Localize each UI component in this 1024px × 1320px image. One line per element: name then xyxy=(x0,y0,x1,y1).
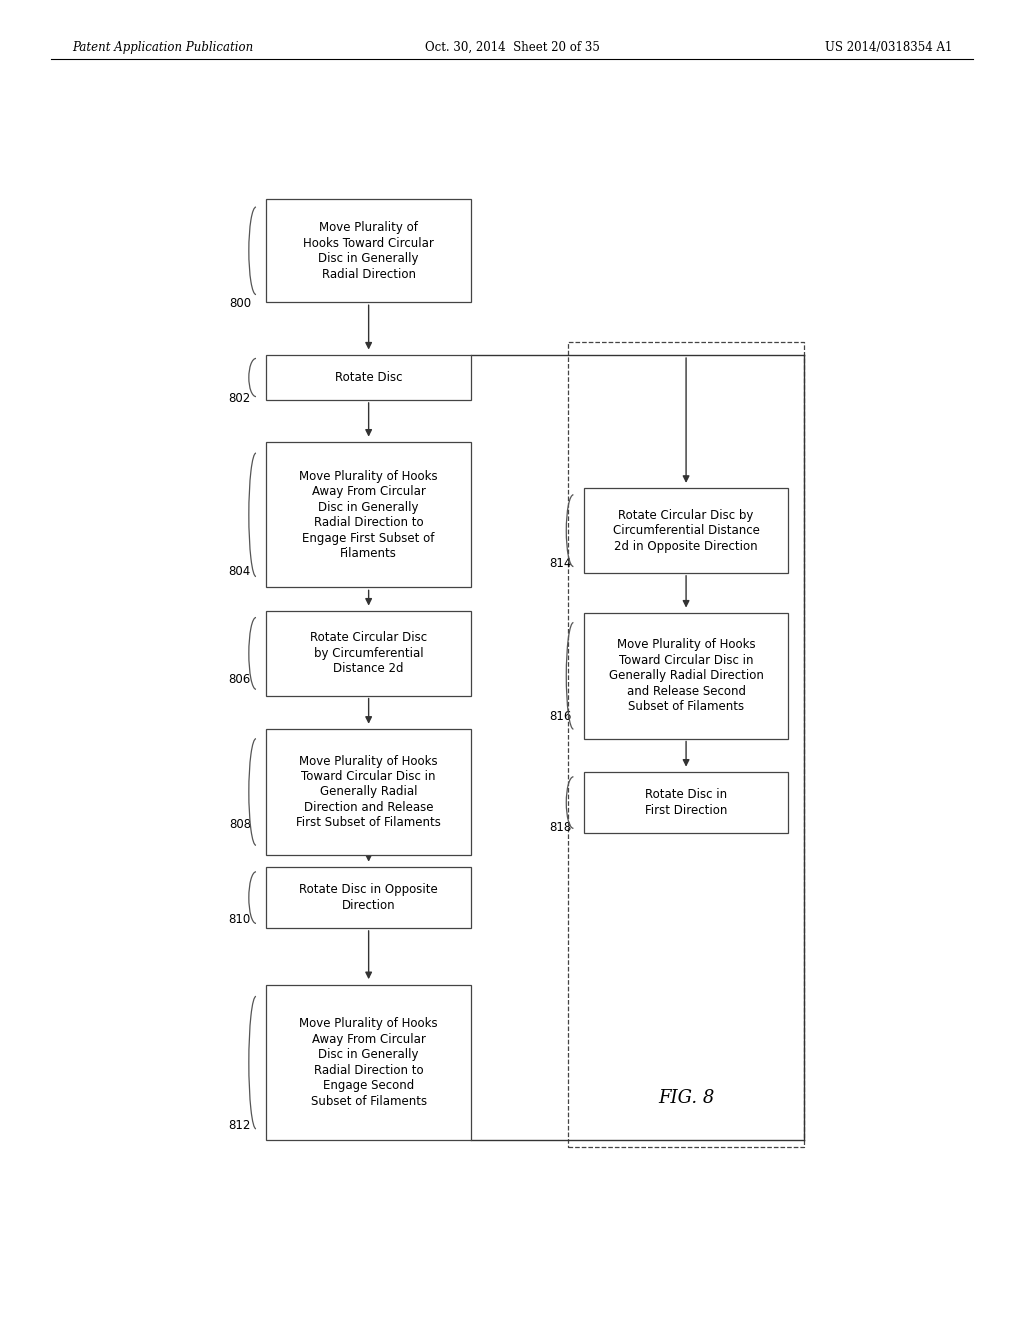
Text: Rotate Circular Disc
by Circumferential
Distance 2d: Rotate Circular Disc by Circumferential … xyxy=(310,631,427,676)
Text: Move Plurality of Hooks
Away From Circular
Disc in Generally
Radial Direction to: Move Plurality of Hooks Away From Circul… xyxy=(299,1018,438,1107)
Text: Move Plurality of
Hooks Toward Circular
Disc in Generally
Radial Direction: Move Plurality of Hooks Toward Circular … xyxy=(303,220,434,281)
FancyBboxPatch shape xyxy=(266,199,471,302)
Text: 808: 808 xyxy=(228,818,251,832)
Text: 804: 804 xyxy=(228,565,251,578)
FancyBboxPatch shape xyxy=(266,611,471,696)
FancyBboxPatch shape xyxy=(266,867,471,928)
Text: 814: 814 xyxy=(549,557,571,570)
Text: 812: 812 xyxy=(228,1119,251,1133)
Text: Rotate Disc in Opposite
Direction: Rotate Disc in Opposite Direction xyxy=(299,883,438,912)
Text: Rotate Circular Disc by
Circumferential Distance
2d in Opposite Direction: Rotate Circular Disc by Circumferential … xyxy=(612,508,760,553)
Text: Oct. 30, 2014  Sheet 20 of 35: Oct. 30, 2014 Sheet 20 of 35 xyxy=(425,41,599,54)
Text: 810: 810 xyxy=(228,913,251,927)
FancyBboxPatch shape xyxy=(584,612,788,739)
Text: FIG. 8: FIG. 8 xyxy=(657,1089,715,1107)
Text: 818: 818 xyxy=(549,821,571,834)
Text: Patent Application Publication: Patent Application Publication xyxy=(72,41,253,54)
Text: 806: 806 xyxy=(228,673,251,686)
Text: Rotate Disc in
First Direction: Rotate Disc in First Direction xyxy=(645,788,727,817)
FancyBboxPatch shape xyxy=(266,985,471,1140)
Text: Rotate Disc: Rotate Disc xyxy=(335,371,402,384)
FancyBboxPatch shape xyxy=(266,442,471,587)
FancyBboxPatch shape xyxy=(584,772,788,833)
Text: 800: 800 xyxy=(228,297,251,310)
FancyBboxPatch shape xyxy=(266,729,471,855)
FancyBboxPatch shape xyxy=(584,488,788,573)
Text: Move Plurality of Hooks
Toward Circular Disc in
Generally Radial
Direction and R: Move Plurality of Hooks Toward Circular … xyxy=(296,755,441,829)
Text: US 2014/0318354 A1: US 2014/0318354 A1 xyxy=(825,41,952,54)
Text: 816: 816 xyxy=(549,710,571,723)
Text: 802: 802 xyxy=(228,392,251,405)
Text: Move Plurality of Hooks
Away From Circular
Disc in Generally
Radial Direction to: Move Plurality of Hooks Away From Circul… xyxy=(299,470,438,560)
Text: Move Plurality of Hooks
Toward Circular Disc in
Generally Radial Direction
and R: Move Plurality of Hooks Toward Circular … xyxy=(608,639,764,713)
FancyBboxPatch shape xyxy=(266,355,471,400)
